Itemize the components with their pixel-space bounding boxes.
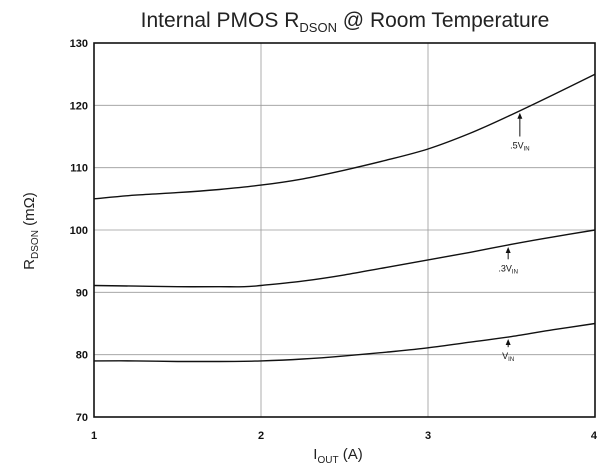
y-tick-label: 120 (70, 100, 88, 112)
grid-lines (94, 43, 595, 417)
series-line (93, 73, 596, 200)
x-tick-label: 3 (425, 430, 431, 442)
series-label-sub: IN (512, 269, 518, 275)
y-axis-label-main: R (21, 259, 38, 270)
chart-title: Internal PMOS RDSON @ Room Temperature (141, 9, 550, 35)
plot-frame (93, 42, 596, 418)
series-line (93, 322, 596, 363)
y-axis-label-suffix: (mΩ) (21, 192, 38, 230)
x-tick-label: 4 (591, 430, 597, 442)
y-axis-label: RDSON (mΩ) (21, 192, 41, 270)
x-axis-label: IOUT (A) (313, 446, 362, 466)
annotation-arrow-head (517, 112, 523, 119)
series-label-main: .5V (510, 141, 524, 151)
y-axis-label-sub: DSON (30, 230, 41, 259)
annotation-arrow-head (505, 246, 511, 253)
chart-title-suffix: @ Room Temperature (337, 9, 549, 32)
y-tick-label: 90 (76, 287, 88, 299)
y-tick-label: 130 (70, 38, 88, 50)
y-tick-label: 80 (76, 350, 88, 362)
series-annotation: .5VIN (510, 112, 530, 153)
x-tick-label: 2 (258, 430, 264, 442)
y-tick-label: 100 (70, 225, 88, 237)
series-line (93, 229, 596, 288)
tick-labels: 1 2 3 4 70 80 90 100 110 120 130 (70, 38, 597, 442)
x-axis-label-main: I (313, 446, 317, 463)
chart-title-sub: DSON (299, 20, 337, 35)
series-curves (93, 73, 596, 363)
x-tick-label: 1 (91, 430, 97, 442)
y-tick-label: 110 (70, 163, 88, 175)
series-label: .5VIN (510, 141, 530, 153)
series-label-main: .3V (498, 263, 512, 273)
series-label-main: V (502, 351, 508, 361)
series-label-sub: IN (524, 147, 530, 153)
series-label: .3VIN (498, 263, 518, 275)
series-label: VIN (502, 351, 514, 363)
x-axis-label-sub: OUT (317, 455, 338, 466)
annotation-arrow-head (505, 339, 511, 346)
series-annotation: VIN (502, 339, 514, 363)
y-tick-label: 70 (76, 412, 88, 424)
series-annotation: .3VIN (498, 246, 518, 275)
x-axis-label-suffix: (A) (339, 446, 363, 463)
chart-title-prefix: Internal PMOS R (141, 9, 300, 32)
series-label-sub: IN (508, 357, 514, 363)
